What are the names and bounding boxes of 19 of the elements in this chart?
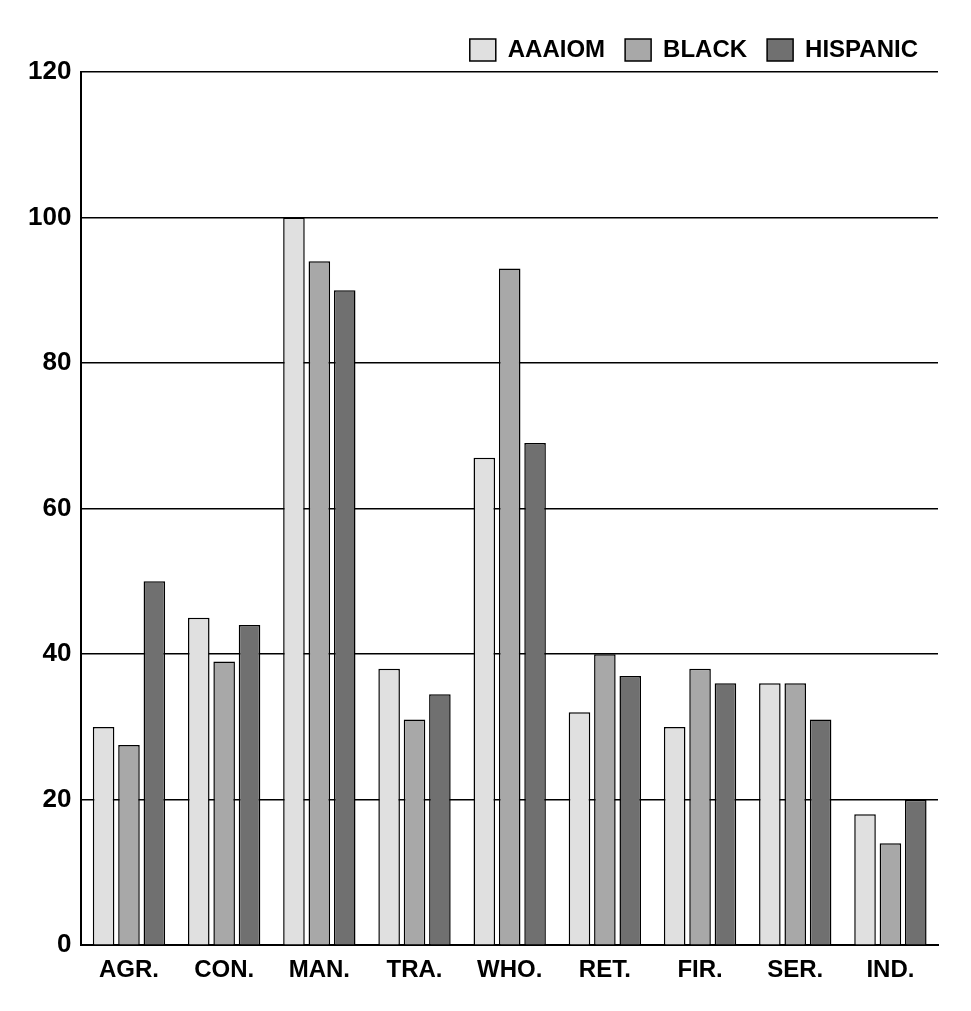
x-tick-label: TRA. [386, 955, 443, 983]
y-tick-label: 100 [27, 200, 72, 231]
y-tick-label: 60 [42, 491, 72, 522]
y-tick-label: 20 [42, 782, 72, 813]
y-tick-label: 120 [27, 55, 72, 86]
legend-label: AAAIOM [507, 34, 606, 62]
legend-label: HISPANIC [805, 34, 919, 62]
y-tick-label: 40 [42, 637, 72, 668]
x-tick-label: MAN. [288, 955, 350, 983]
x-tick-label: FIR. [677, 955, 723, 983]
y-tick-label: 80 [42, 346, 72, 377]
x-tick-label: WHO. [477, 955, 543, 983]
x-tick-label: CON. [194, 955, 255, 983]
x-tick-label: AGR. [98, 955, 159, 983]
x-tick-label: SER. [767, 955, 824, 983]
legend-label: BLACK [663, 34, 748, 62]
x-tick-label: RET. [578, 955, 631, 983]
x-tick-label: IND. [866, 955, 915, 983]
y-tick-label: 0 [56, 928, 72, 959]
